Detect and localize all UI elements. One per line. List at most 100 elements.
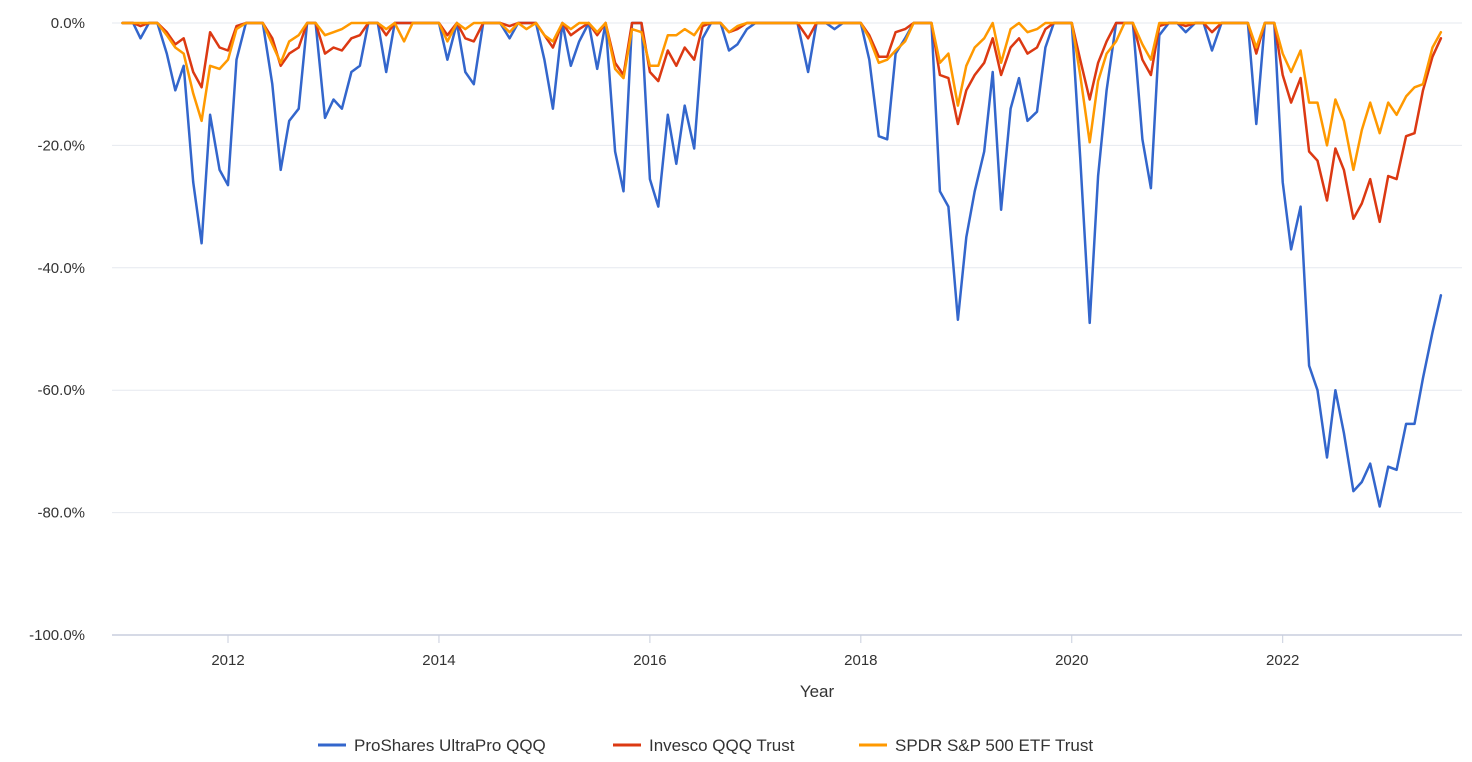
data-point (543, 59, 546, 61)
data-point (622, 190, 625, 192)
data-point (1036, 46, 1038, 49)
y-tick-label: -100.0% (29, 627, 85, 644)
data-point (464, 71, 466, 73)
data-point (245, 22, 247, 24)
data-point (895, 49, 897, 52)
data-point (235, 25, 238, 27)
data-point (921, 22, 923, 24)
data-point (1405, 95, 1407, 97)
data-point (904, 28, 906, 30)
data-point (851, 22, 854, 24)
data-point (1211, 31, 1213, 33)
data-point (1158, 22, 1160, 24)
data-point (657, 65, 659, 67)
data-point (614, 68, 616, 70)
legend-item[interactable]: ProShares UltraPro QQQ (318, 736, 546, 755)
data-point (209, 114, 211, 116)
data-point (1440, 37, 1442, 39)
data-point (1036, 28, 1038, 30)
data-point (332, 46, 335, 49)
data-point (1220, 22, 1223, 24)
data-point (1334, 98, 1336, 101)
data-point (1018, 37, 1020, 39)
data-point (957, 123, 959, 125)
data-point (1044, 22, 1046, 24)
data-point (262, 22, 264, 24)
data-point (1194, 22, 1196, 24)
data-point (965, 65, 967, 67)
data-point (983, 62, 985, 64)
data-point (209, 65, 211, 67)
data-point (1290, 102, 1292, 104)
data-point (324, 117, 326, 119)
data-point (1132, 22, 1134, 24)
data-point (878, 62, 880, 64)
data-point (464, 37, 466, 39)
data-point (166, 34, 168, 36)
data-point (1115, 22, 1117, 24)
data-point (1010, 28, 1012, 30)
data-point (1431, 56, 1434, 58)
series-2 (121, 21, 1443, 224)
data-point (192, 71, 194, 73)
x-axis-label: Year (800, 682, 835, 701)
legend-item[interactable]: Invesco QQQ Trust (613, 736, 795, 755)
data-point (332, 98, 335, 101)
data-point (438, 22, 440, 24)
data-point (596, 31, 598, 33)
data-point (227, 59, 229, 61)
data-point (446, 40, 448, 43)
data-point (350, 71, 352, 73)
data-point (359, 22, 361, 24)
data-point (833, 28, 836, 30)
data-point (657, 80, 659, 82)
data-point (332, 31, 335, 33)
data-point (807, 71, 809, 73)
data-point (796, 22, 799, 24)
data-point (288, 40, 290, 43)
data-point (992, 37, 994, 39)
data-point (298, 108, 300, 110)
legend-item[interactable]: SPDR S&P 500 ETF Trust (859, 736, 1093, 755)
data-point (947, 206, 950, 208)
series-line (121, 21, 1443, 224)
data-point (878, 135, 880, 137)
data-point (1369, 463, 1371, 465)
data-point (509, 37, 511, 39)
data-point (693, 59, 695, 61)
data-point (1282, 53, 1284, 55)
data-point (1237, 22, 1239, 24)
data-point (974, 74, 976, 76)
data-point (1185, 22, 1187, 24)
data-point (622, 77, 625, 79)
data-point (1044, 46, 1046, 49)
data-point (1413, 86, 1416, 88)
data-point (657, 206, 659, 208)
data-point (1316, 102, 1319, 104)
data-point (1089, 98, 1091, 101)
data-point (1185, 25, 1187, 27)
data-point (271, 37, 273, 39)
data-point (974, 46, 976, 49)
data-point (253, 22, 255, 24)
data-point (1422, 83, 1424, 85)
x-tick-label: 2018 (844, 652, 877, 669)
data-point (219, 68, 221, 70)
data-point (588, 22, 590, 24)
data-point (649, 65, 651, 67)
data-point (1431, 331, 1434, 333)
data-point (878, 56, 880, 58)
legend[interactable]: ProShares UltraPro QQQ Invesco QQQ Trust S… (318, 736, 1093, 755)
legend-label: SPDR S&P 500 ETF Trust (895, 736, 1093, 755)
data-point (298, 46, 300, 49)
data-point (1387, 102, 1389, 104)
data-point (570, 34, 572, 36)
data-point (983, 150, 985, 153)
data-point (1229, 22, 1231, 24)
data-point (166, 31, 168, 33)
data-point (446, 59, 448, 61)
data-point (1422, 377, 1424, 379)
data-point (868, 37, 870, 39)
y-tick-label: 0.0% (51, 15, 85, 32)
data-point (1387, 466, 1389, 468)
